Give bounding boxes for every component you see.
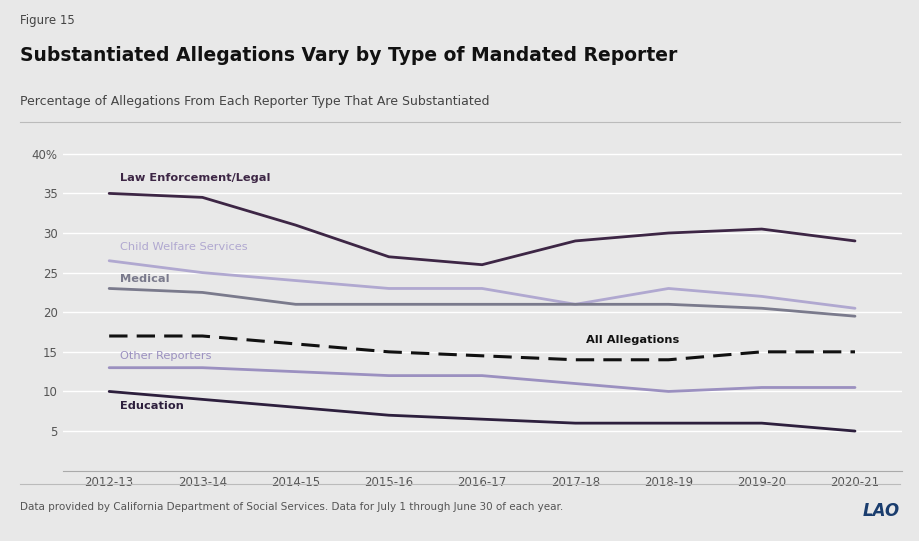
Text: Figure 15: Figure 15: [20, 14, 75, 27]
Text: Substantiated Allegations Vary by Type of Mandated Reporter: Substantiated Allegations Vary by Type o…: [20, 46, 677, 65]
Text: Data provided by California Department of Social Services. Data for July 1 throu: Data provided by California Department o…: [20, 502, 562, 512]
Text: All Allegations: All Allegations: [585, 335, 679, 345]
Text: Percentage of Allegations From Each Reporter Type That Are Substantiated: Percentage of Allegations From Each Repo…: [20, 95, 489, 108]
Text: LAO: LAO: [862, 503, 899, 520]
Text: Other Reporters: Other Reporters: [120, 351, 211, 361]
Text: Child Welfare Services: Child Welfare Services: [120, 242, 248, 252]
Text: Medical: Medical: [120, 274, 170, 284]
Text: Education: Education: [120, 401, 184, 411]
Text: Law Enforcement/Legal: Law Enforcement/Legal: [120, 173, 270, 182]
